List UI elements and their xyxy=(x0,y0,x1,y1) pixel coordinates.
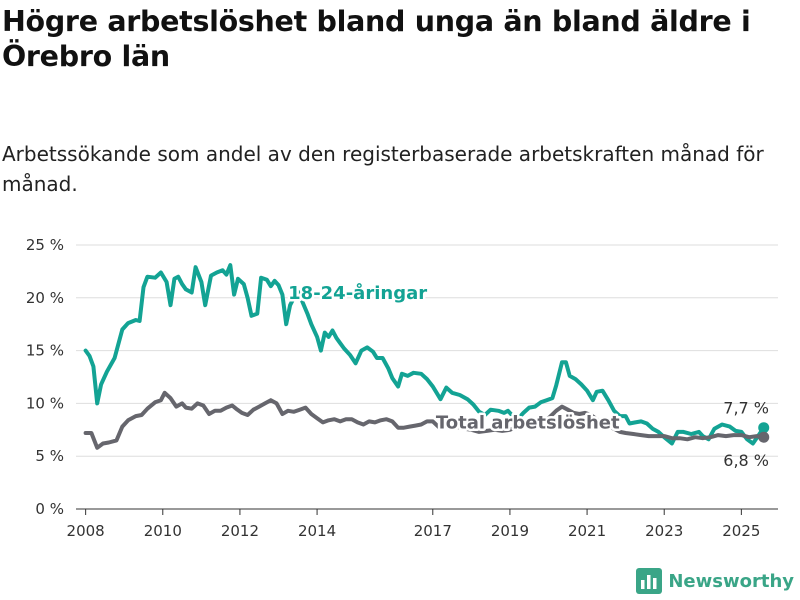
x-tick-label: 2010 xyxy=(144,522,182,540)
y-tick-label: 5 % xyxy=(35,447,64,465)
series-line-2 xyxy=(83,390,766,450)
series-end-dot-2 xyxy=(758,431,770,443)
bar-chart-icon xyxy=(636,568,663,594)
y-axis-ticks: 0 % 5 % 10 % 15 % 20 % 25 % xyxy=(26,236,64,518)
y-tick-label: 25 % xyxy=(26,236,64,254)
x-tick-label: 2017 xyxy=(414,522,452,540)
series-label-1: 18-24-åringar xyxy=(288,282,427,304)
chart-subtitle: Arbetssökande som andel av den registerb… xyxy=(2,142,764,196)
series-labels: 18-24-åringar Total arbetslöshet 7,7 % 6,8 … xyxy=(286,279,769,470)
series-lines xyxy=(83,263,770,450)
x-tick-label: 2019 xyxy=(491,522,529,540)
y-tick-label: 10 % xyxy=(26,394,64,412)
chart-title: Högre arbetslöshet bland unga än bland ä… xyxy=(2,5,751,73)
x-tick-label: 2021 xyxy=(568,522,606,540)
y-tick-label: 20 % xyxy=(26,289,64,307)
newsworthy-logo: Newsworthy xyxy=(636,568,794,594)
x-tick-label: 2023 xyxy=(645,522,683,540)
brand-name: Newsworthy xyxy=(668,570,794,592)
x-tick-label: 2008 xyxy=(67,522,105,540)
end-value-label-1: 7,7 % xyxy=(723,399,769,418)
x-tick-label: 2025 xyxy=(722,522,760,540)
x-tick-label: 2012 xyxy=(221,522,259,540)
x-axis-ticks: 2008 2010 2012 2014 2017 2019 2021 2023 2025 xyxy=(67,509,760,540)
y-tick-label: 15 % xyxy=(26,342,64,360)
y-tick-label: 0 % xyxy=(35,500,64,518)
series-label-2: Total arbetslöshet xyxy=(436,413,620,434)
end-value-label-2: 6,8 % xyxy=(723,451,769,470)
series-line-1 xyxy=(83,263,766,446)
x-tick-label: 2014 xyxy=(298,522,336,540)
series-end-dot-1 xyxy=(758,422,770,434)
gridlines xyxy=(76,244,778,510)
